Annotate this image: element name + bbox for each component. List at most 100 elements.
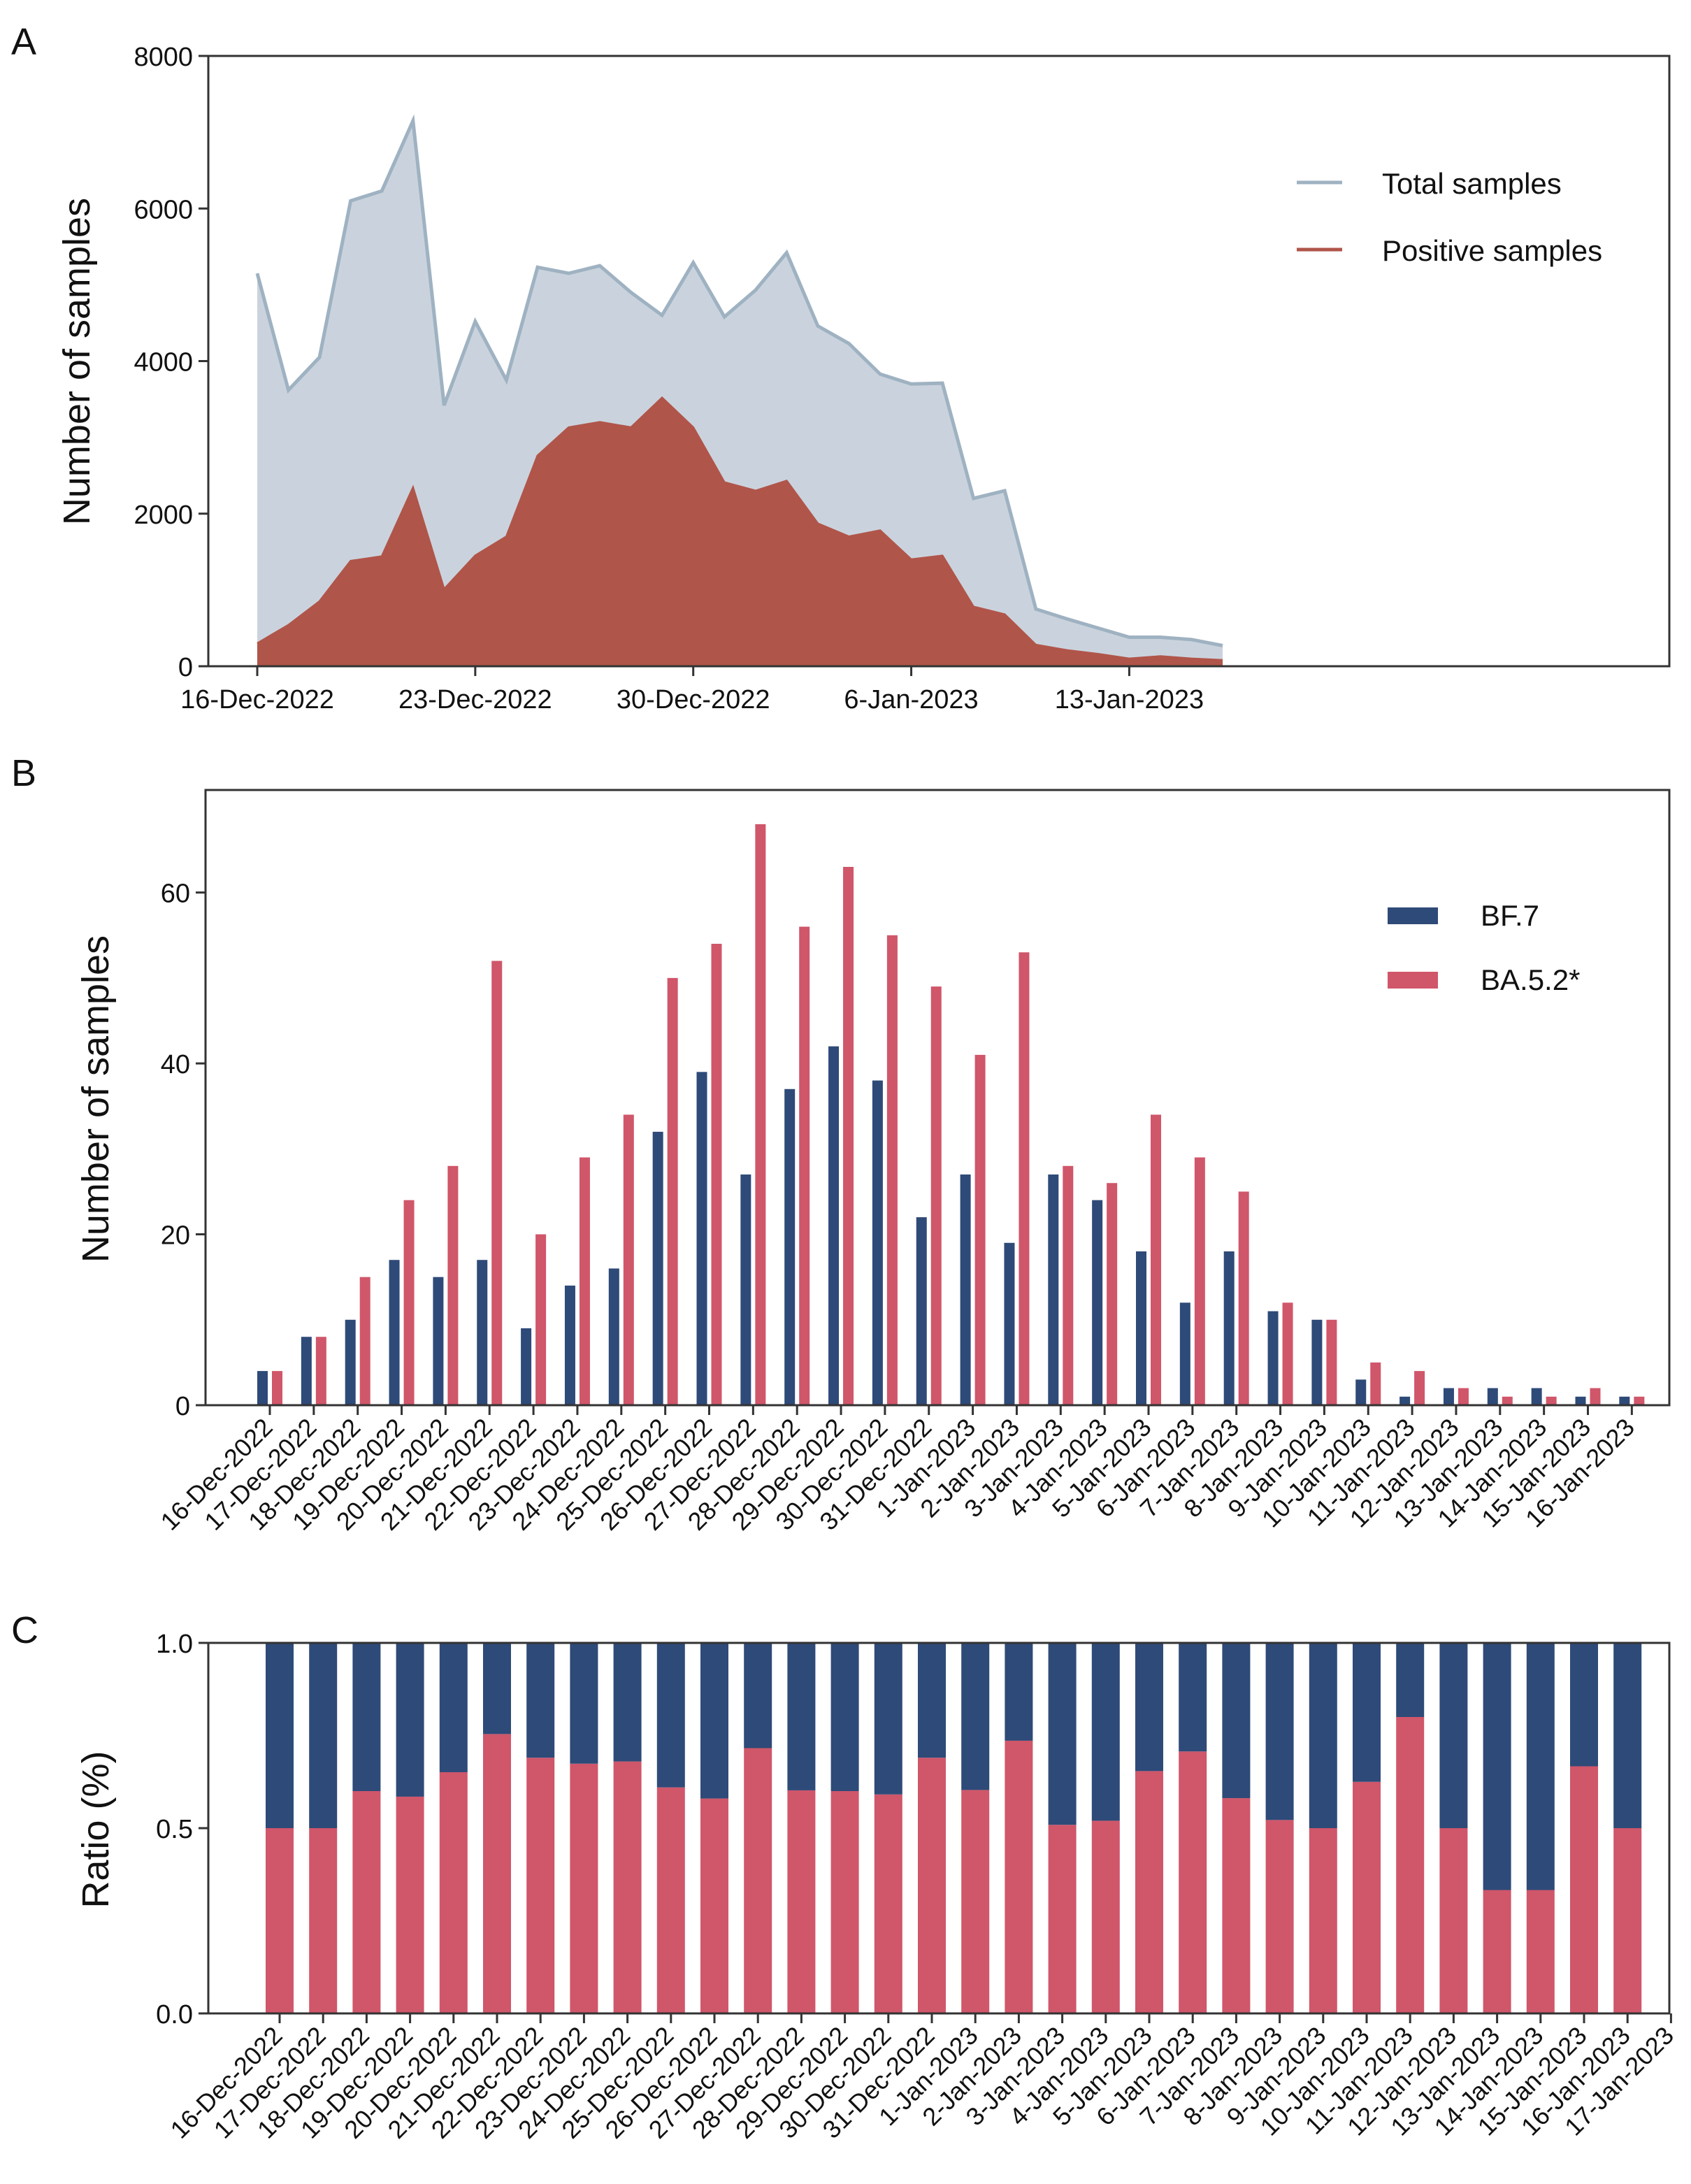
legend-ba52-label: BA.5.2* bbox=[1481, 963, 1580, 996]
stacked-bar-ba52 bbox=[1526, 1890, 1555, 2013]
bar-bf7 bbox=[1619, 1396, 1630, 1405]
bar-ba52 bbox=[1282, 1302, 1293, 1405]
stacked-bar-bf7 bbox=[1091, 1643, 1120, 1821]
bar-bf7 bbox=[1048, 1174, 1059, 1405]
bar-bf7 bbox=[1092, 1200, 1103, 1405]
stacked-bar-ba52 bbox=[1396, 1717, 1425, 2013]
bar-ba52 bbox=[799, 926, 810, 1405]
stacked-bar-ba52 bbox=[352, 1791, 381, 2013]
y-tick-label: 6000 bbox=[134, 195, 193, 224]
stacked-bar-bf7 bbox=[570, 1643, 598, 1764]
bar-ba52 bbox=[843, 867, 854, 1405]
stacked-bar-ba52 bbox=[1135, 1771, 1163, 2013]
y-tick-label: 2000 bbox=[134, 501, 193, 530]
y-tick-label: 0.5 bbox=[156, 1815, 193, 1844]
stacked-bar-bf7 bbox=[1526, 1643, 1555, 1890]
stacked-bar-ba52 bbox=[1179, 1751, 1207, 2013]
bar-ba52 bbox=[403, 1200, 415, 1405]
stacked-bar-ba52 bbox=[656, 1787, 685, 2013]
bar-ba52 bbox=[1634, 1396, 1645, 1405]
bar-ba52 bbox=[315, 1337, 326, 1405]
bar-bf7 bbox=[564, 1285, 575, 1405]
stacked-bar-bf7 bbox=[700, 1643, 728, 1799]
stacked-bar-bf7 bbox=[1222, 1643, 1251, 1799]
bar-bf7 bbox=[608, 1268, 619, 1405]
stacked-bar-bf7 bbox=[613, 1643, 642, 1762]
stacked-bar-bf7 bbox=[961, 1643, 990, 1790]
stacked-bar-bf7 bbox=[526, 1643, 555, 1758]
x-tick-label: 30-Dec-2022 bbox=[617, 685, 770, 714]
x-tick-label: 16-Dec-2022 bbox=[180, 685, 334, 714]
stacked-bar-bf7 bbox=[1135, 1643, 1163, 1772]
panel-c-x-axis: 16-Dec-202217-Dec-202218-Dec-202219-Dec-… bbox=[164, 2013, 1679, 2144]
bar-ba52 bbox=[272, 1371, 282, 1405]
stacked-bar-bf7 bbox=[744, 1643, 772, 1748]
bar-bf7 bbox=[784, 1089, 796, 1405]
stacked-bar-ba52 bbox=[1613, 1828, 1642, 2013]
bar-bf7 bbox=[916, 1217, 927, 1405]
stacked-bar-bf7 bbox=[1570, 1643, 1598, 1767]
bar-ba52 bbox=[1063, 1165, 1074, 1405]
stacked-bar-bf7 bbox=[396, 1643, 424, 1797]
bar-ba52 bbox=[1151, 1114, 1161, 1405]
panel-a-area-chart: 0 2000 4000 6000 8000 16-Dec-2022 23-Dec-2022… bbox=[56, 43, 1671, 714]
bar-bf7 bbox=[257, 1371, 268, 1405]
legend-total-label: Total samples bbox=[1382, 167, 1562, 200]
stacked-bar-ba52 bbox=[1483, 1890, 1511, 2013]
panel-b-frame bbox=[204, 789, 1671, 1407]
stacked-bar-ba52 bbox=[830, 1791, 859, 2013]
bar-ba52 bbox=[491, 961, 503, 1405]
stacked-bar-bf7 bbox=[787, 1643, 816, 1790]
panel-b-bar-chart: 0 20 40 60 16-Dec-202217-Dec-202218-Dec-202… bbox=[75, 789, 1671, 1536]
stacked-bar-bf7 bbox=[1483, 1643, 1511, 1890]
panel-c-stacked-bar-chart: 0.0 0.5 1.0 16-Dec-202217-Dec-202218-Dec-2… bbox=[75, 1630, 1679, 2144]
x-tick-label: 6-Jan-2023 bbox=[844, 685, 978, 714]
stacked-bar-ba52 bbox=[570, 1763, 598, 2013]
bar-ba52 bbox=[1546, 1396, 1557, 1405]
y-tick-label: 1.0 bbox=[156, 1630, 193, 1659]
panel-b-legend: BF.7 BA.5.2* bbox=[1388, 899, 1580, 996]
stacked-bar-ba52 bbox=[526, 1758, 555, 2013]
stacked-bar-ba52 bbox=[613, 1761, 642, 2013]
bar-bf7 bbox=[1179, 1302, 1190, 1405]
stacked-bar-ba52 bbox=[1005, 1740, 1033, 2013]
bar-bf7 bbox=[960, 1174, 971, 1405]
stacked-bar-ba52 bbox=[266, 1828, 294, 2013]
bar-ba52 bbox=[447, 1165, 459, 1405]
stacked-bar-bf7 bbox=[352, 1643, 381, 1791]
bar-bf7 bbox=[1531, 1388, 1542, 1405]
legend-ba52-swatch bbox=[1388, 972, 1438, 989]
stacked-bar-bf7 bbox=[874, 1643, 902, 1795]
y-tick-label: 0.0 bbox=[156, 2000, 193, 2029]
legend-bf7-label: BF.7 bbox=[1481, 899, 1539, 932]
y-tick-label: 8000 bbox=[134, 43, 193, 72]
stacked-bar-bf7 bbox=[830, 1643, 859, 1791]
stacked-bar-bf7 bbox=[483, 1643, 511, 1734]
y-tick-label: 20 bbox=[161, 1221, 190, 1251]
y-tick-label: 0 bbox=[175, 1392, 190, 1421]
stacked-bar-bf7 bbox=[1613, 1643, 1642, 1828]
stacked-bar-ba52 bbox=[961, 1790, 990, 2013]
bar-ba52 bbox=[1590, 1388, 1601, 1405]
bar-ba52 bbox=[930, 986, 942, 1405]
bar-bf7 bbox=[828, 1046, 840, 1405]
bar-ba52 bbox=[623, 1114, 634, 1405]
bar-ba52 bbox=[1238, 1191, 1249, 1405]
panel-label-b: B bbox=[11, 752, 36, 794]
total-samples-line bbox=[255, 114, 1223, 647]
bar-bf7 bbox=[1575, 1396, 1586, 1405]
bar-bf7 bbox=[1355, 1379, 1367, 1405]
panel-c-plot-area bbox=[266, 1643, 1642, 2013]
panel-label-c: C bbox=[11, 1609, 38, 1651]
bar-bf7 bbox=[1004, 1242, 1015, 1405]
bar-ba52 bbox=[974, 1054, 986, 1405]
panel-c-y-axis-label: Ratio (%) bbox=[75, 1751, 117, 1908]
stacked-bar-ba52 bbox=[1570, 1766, 1598, 2013]
stacked-bar-ba52 bbox=[396, 1796, 424, 2013]
x-tick-label: 23-Dec-2022 bbox=[398, 685, 552, 714]
stacked-bar-ba52 bbox=[1048, 1825, 1077, 2013]
bar-bf7 bbox=[1223, 1251, 1235, 1405]
bar-bf7 bbox=[1443, 1388, 1454, 1405]
stacked-bar-bf7 bbox=[656, 1643, 685, 1788]
panel-b-y-axis-label: Number of samples bbox=[75, 935, 117, 1263]
